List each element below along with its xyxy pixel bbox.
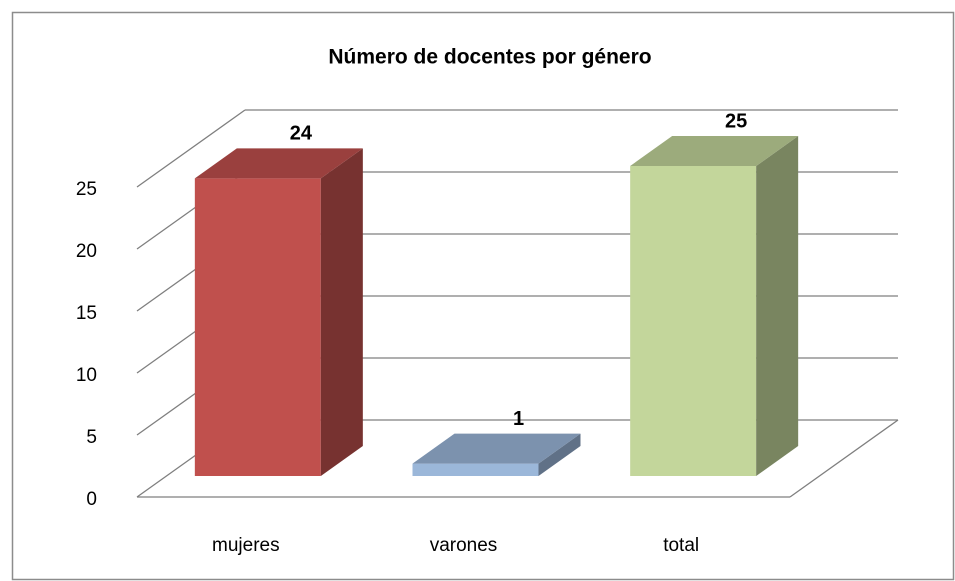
bar-side [756, 136, 799, 476]
bar-top [412, 433, 581, 464]
bar-top [630, 136, 799, 166]
x-tick-label: total [663, 535, 699, 556]
x-tick-label: varones [430, 535, 498, 556]
bar-side [538, 433, 581, 476]
bar-front [194, 178, 321, 476]
bar-front [630, 166, 757, 476]
y-tick-label: 0 [86, 489, 97, 510]
bar [194, 148, 363, 476]
bar [630, 136, 799, 476]
bar [412, 433, 581, 476]
y-tick-label: 20 [76, 241, 97, 262]
y-tick-label: 25 [76, 179, 97, 200]
data-label: 1 [513, 408, 524, 430]
data-label: 24 [290, 123, 313, 145]
bar-front [412, 463, 539, 476]
bar-side [320, 148, 363, 476]
y-tick-label: 10 [76, 365, 97, 386]
bar-top [194, 148, 363, 179]
data-label: 25 [725, 110, 747, 132]
y-tick-label: 5 [86, 427, 97, 448]
y-tick-label: 15 [76, 303, 97, 324]
chart-title: Número de docentes por género [328, 46, 651, 69]
floor-edge [789, 419, 899, 498]
x-tick-label: mujeres [212, 535, 280, 556]
grid-line [136, 109, 246, 188]
